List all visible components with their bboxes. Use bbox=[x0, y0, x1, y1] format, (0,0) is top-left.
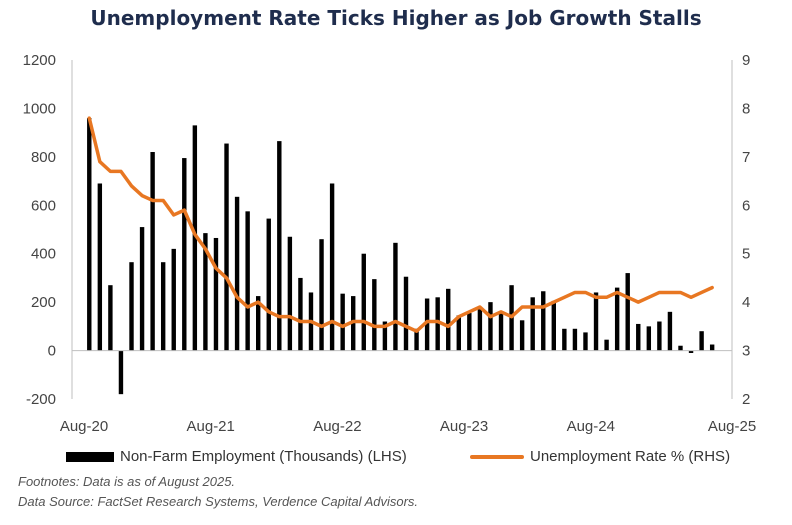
bar-Sep-21 bbox=[224, 143, 229, 351]
legend-bar-entry: Non-Farm Employment (Thousands) (LHS) bbox=[66, 448, 407, 465]
bar-Oct-20 bbox=[108, 285, 113, 351]
bar-Feb-23 bbox=[403, 276, 409, 351]
bar-Mar-24 bbox=[541, 291, 546, 351]
bar-Feb-24 bbox=[530, 297, 535, 351]
bar-Aug-24 bbox=[593, 292, 599, 351]
bar-Feb-22 bbox=[277, 141, 282, 351]
x-tick: Aug-24 bbox=[567, 418, 615, 435]
y-left-tick: 200 bbox=[31, 294, 56, 311]
bar-Oct-23 bbox=[488, 302, 493, 351]
y-left-tick: 1000 bbox=[23, 100, 56, 117]
bar-Apr-22 bbox=[298, 277, 303, 351]
bar-Aug-20 bbox=[87, 118, 92, 351]
bar-May-23 bbox=[435, 297, 440, 351]
bar-Dec-24 bbox=[636, 323, 641, 351]
legend-bar-label: Non-Farm Employment (Thousands) (LHS) bbox=[120, 448, 407, 465]
bar-Oct-22 bbox=[361, 253, 366, 351]
bar-Jun-24 bbox=[572, 328, 578, 351]
bar-Aug-21 bbox=[213, 237, 219, 351]
y-right-tick: 5 bbox=[742, 246, 750, 263]
x-tick: Aug-25 bbox=[708, 418, 756, 435]
bar-Sep-20 bbox=[97, 183, 103, 351]
bar-Sep-24 bbox=[604, 339, 609, 351]
y-left-tick: 800 bbox=[31, 149, 56, 166]
bar-Nov-24 bbox=[625, 273, 630, 351]
bar-Mar-21 bbox=[160, 262, 166, 351]
y-right-tick: 4 bbox=[742, 294, 750, 311]
axes-layer bbox=[71, 60, 733, 399]
y-left-tick: 0 bbox=[48, 343, 56, 360]
bar-Apr-21 bbox=[171, 248, 176, 351]
bar-Mar-25 bbox=[667, 311, 673, 351]
chart-title: Unemployment Rate Ticks Higher as Job Gr… bbox=[90, 6, 702, 30]
y-right-tick: 2 bbox=[742, 391, 750, 408]
bar-Jan-23 bbox=[393, 242, 398, 351]
unemployment-rate-line bbox=[87, 116, 714, 333]
legend-line-label: Unemployment Rate % (RHS) bbox=[530, 448, 731, 465]
bar-Jan-22 bbox=[266, 218, 271, 351]
chart-plot: -200 0 200 400 600 800 1000 1200 2 3 4 5 6 7 8 9 Aug-20 A… bbox=[23, 52, 757, 435]
bar-Nov-21 bbox=[245, 211, 250, 351]
bar-Feb-25 bbox=[657, 321, 662, 351]
bar-Jun-23 bbox=[446, 288, 451, 351]
bar-Jul-25 bbox=[709, 344, 715, 351]
bar-Dec-22 bbox=[382, 321, 388, 351]
bar-May-25 bbox=[688, 350, 694, 353]
bar-Mar-22 bbox=[287, 236, 293, 351]
bar-Jun-21 bbox=[192, 125, 198, 351]
bar-Apr-24 bbox=[551, 300, 556, 351]
bar-Jun-25 bbox=[699, 331, 704, 351]
y-right-tick: 7 bbox=[742, 149, 750, 166]
bar-Jan-25 bbox=[646, 326, 652, 351]
line-layer bbox=[87, 116, 714, 333]
bars-layer bbox=[87, 118, 715, 395]
y-left-tick: 600 bbox=[31, 197, 56, 214]
y-left-tick: -200 bbox=[26, 391, 56, 408]
bar-Jul-24 bbox=[583, 332, 588, 351]
bar-Jun-22 bbox=[319, 239, 324, 351]
bar-Jan-24 bbox=[519, 320, 525, 351]
y-right-tick: 6 bbox=[742, 197, 750, 214]
bar-May-24 bbox=[562, 328, 567, 351]
bar-Feb-21 bbox=[150, 152, 155, 351]
bar-Nov-23 bbox=[498, 311, 504, 351]
x-tick: Aug-22 bbox=[313, 418, 361, 435]
y-right-tick: 9 bbox=[742, 52, 750, 69]
x-tick: Aug-21 bbox=[187, 418, 235, 435]
bar-Mar-23 bbox=[414, 328, 419, 351]
ticks-layer: -200 0 200 400 600 800 1000 1200 2 3 4 5 6 7 8 9 Aug-20 A… bbox=[23, 52, 757, 435]
x-tick: Aug-23 bbox=[440, 418, 488, 435]
y-right-tick: 8 bbox=[742, 100, 750, 117]
y-right-tick: 3 bbox=[742, 343, 750, 360]
bar-Jul-22 bbox=[329, 183, 335, 351]
y-left-tick: 1200 bbox=[23, 52, 56, 69]
footnote-source: Data Source: FactSet Research Systems, V… bbox=[18, 494, 419, 509]
bar-Dec-20 bbox=[129, 262, 134, 351]
bar-Jan-21 bbox=[139, 227, 145, 351]
x-tick: Aug-20 bbox=[60, 418, 108, 435]
legend-line-entry: Unemployment Rate % (RHS) bbox=[470, 448, 730, 465]
bar-Apr-25 bbox=[678, 345, 683, 351]
bar-Sep-23 bbox=[477, 309, 483, 351]
bar-Oct-21 bbox=[234, 196, 240, 351]
bar-May-21 bbox=[182, 158, 187, 351]
y-left-tick: 400 bbox=[31, 246, 56, 263]
bar-Jul-21 bbox=[203, 233, 208, 351]
bar-Aug-22 bbox=[340, 293, 345, 351]
bar-Oct-24 bbox=[614, 287, 620, 351]
bar-Aug-23 bbox=[467, 313, 472, 351]
bar-Jul-23 bbox=[456, 315, 461, 351]
bar-Apr-23 bbox=[424, 298, 430, 351]
bar-Nov-20 bbox=[118, 350, 124, 395]
legend-bar-swatch bbox=[66, 452, 114, 463]
footnote-date: Footnotes: Data is as of August 2025. bbox=[18, 474, 236, 489]
bar-Dec-21 bbox=[256, 296, 261, 351]
legend-line-swatch bbox=[470, 455, 524, 460]
bar-Nov-22 bbox=[372, 279, 377, 351]
